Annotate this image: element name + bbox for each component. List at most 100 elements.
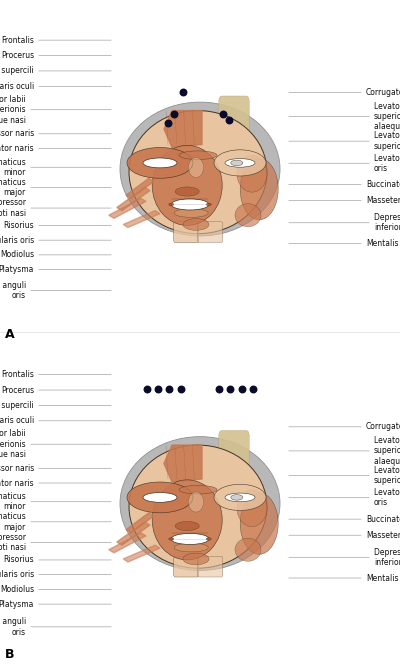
- Text: Levator labii
superionis: Levator labii superionis: [374, 132, 400, 151]
- Point: [180, 87, 186, 98]
- Ellipse shape: [127, 147, 193, 179]
- Text: Procerus: Procerus: [1, 385, 34, 395]
- Ellipse shape: [179, 151, 217, 159]
- Ellipse shape: [188, 157, 204, 177]
- Ellipse shape: [143, 158, 177, 168]
- Ellipse shape: [225, 493, 255, 502]
- FancyBboxPatch shape: [174, 557, 199, 577]
- Text: Compressor naris: Compressor naris: [0, 464, 34, 473]
- Text: Depressor supercili: Depressor supercili: [0, 66, 34, 76]
- Text: Levator anguli
oris: Levator anguli oris: [374, 154, 400, 173]
- Text: Depressor anguli
oris: Depressor anguli oris: [0, 617, 26, 636]
- Point: [178, 384, 184, 395]
- Ellipse shape: [183, 553, 209, 565]
- Text: Depressor anguli
oris: Depressor anguli oris: [0, 281, 26, 300]
- Polygon shape: [123, 211, 160, 227]
- Text: Depressor
septi nasi: Depressor septi nasi: [0, 533, 26, 552]
- Ellipse shape: [152, 145, 222, 225]
- Text: Corrugator: Corrugator: [366, 422, 400, 432]
- Ellipse shape: [231, 494, 243, 500]
- Polygon shape: [123, 545, 160, 562]
- Ellipse shape: [183, 219, 209, 230]
- Ellipse shape: [174, 209, 208, 217]
- Point: [226, 115, 232, 126]
- Text: Compressor naris: Compressor naris: [0, 129, 34, 138]
- Polygon shape: [117, 522, 150, 545]
- Text: Levator labii
superionis: Levator labii superionis: [374, 466, 400, 485]
- Text: Zygomaticus
major: Zygomaticus major: [0, 178, 26, 197]
- Ellipse shape: [237, 490, 267, 527]
- Text: Zygomaticus
minor: Zygomaticus minor: [0, 158, 26, 177]
- Text: Mentalis: Mentalis: [366, 573, 398, 583]
- Ellipse shape: [171, 199, 209, 210]
- Ellipse shape: [129, 110, 267, 233]
- Point: [220, 109, 226, 120]
- Ellipse shape: [169, 538, 174, 540]
- Text: Masseter: Masseter: [366, 196, 400, 205]
- Text: A: A: [5, 328, 14, 341]
- Text: Modiolus: Modiolus: [0, 585, 34, 594]
- Point: [171, 109, 177, 120]
- FancyBboxPatch shape: [174, 222, 199, 243]
- Polygon shape: [126, 512, 154, 533]
- Ellipse shape: [179, 486, 217, 494]
- Text: Levator labii
superionis
alaeque nasi: Levator labii superionis alaeque nasi: [374, 436, 400, 466]
- Text: Corrugator: Corrugator: [366, 88, 400, 97]
- Ellipse shape: [175, 187, 199, 196]
- Ellipse shape: [129, 445, 267, 568]
- Point: [155, 384, 161, 395]
- Text: Depressor labii
inferioris: Depressor labii inferioris: [374, 548, 400, 567]
- Text: Levator labii
superionis
alaeque nasi: Levator labii superionis alaeque nasi: [0, 429, 26, 459]
- Text: Zygomaticus
major: Zygomaticus major: [0, 512, 26, 531]
- Text: Dilator naris: Dilator naris: [0, 144, 34, 153]
- Polygon shape: [109, 198, 146, 218]
- Text: Orbicularis oculi: Orbicularis oculi: [0, 416, 34, 425]
- Text: Procerus: Procerus: [1, 51, 34, 60]
- Text: Orbicularis oculi: Orbicularis oculi: [0, 82, 34, 91]
- Text: Levator anguli
oris: Levator anguli oris: [374, 488, 400, 507]
- Point: [144, 384, 150, 395]
- Text: Risorius: Risorius: [3, 221, 34, 230]
- Ellipse shape: [237, 155, 267, 192]
- Ellipse shape: [169, 203, 174, 205]
- Ellipse shape: [235, 203, 261, 227]
- Text: Dilator naris: Dilator naris: [0, 478, 34, 488]
- Ellipse shape: [206, 203, 211, 205]
- Ellipse shape: [188, 492, 204, 512]
- Ellipse shape: [143, 492, 177, 502]
- Ellipse shape: [214, 150, 266, 176]
- FancyBboxPatch shape: [219, 96, 249, 164]
- Text: Frontalis: Frontalis: [1, 35, 34, 45]
- Ellipse shape: [171, 533, 209, 545]
- Text: Depressor labii
inferioris: Depressor labii inferioris: [374, 213, 400, 232]
- Text: Depressor supercili: Depressor supercili: [0, 401, 34, 410]
- Ellipse shape: [214, 484, 266, 510]
- Point: [166, 384, 172, 395]
- Polygon shape: [164, 445, 202, 482]
- Ellipse shape: [225, 159, 255, 167]
- Text: Buccinator: Buccinator: [366, 180, 400, 189]
- Text: Platysma: Platysma: [0, 265, 34, 274]
- Point: [250, 384, 256, 395]
- Ellipse shape: [174, 543, 208, 552]
- Ellipse shape: [175, 521, 199, 531]
- Text: Levator labii
superionis
alaeque nasi: Levator labii superionis alaeque nasi: [374, 102, 400, 131]
- Text: B: B: [5, 648, 14, 661]
- Point: [216, 384, 222, 395]
- Point: [227, 384, 233, 395]
- Ellipse shape: [120, 437, 280, 571]
- Text: Masseter: Masseter: [366, 531, 400, 540]
- Text: Levator labii
superionis
alaeque nasi: Levator labii superionis alaeque nasi: [0, 95, 26, 124]
- Ellipse shape: [231, 160, 243, 166]
- Text: Modiolus: Modiolus: [0, 250, 34, 260]
- Text: Frontalis: Frontalis: [1, 370, 34, 379]
- FancyBboxPatch shape: [219, 431, 249, 498]
- Ellipse shape: [240, 159, 278, 220]
- Text: Platysma: Platysma: [0, 599, 34, 609]
- Polygon shape: [109, 533, 146, 553]
- Polygon shape: [126, 178, 154, 198]
- Point: [239, 384, 245, 395]
- Text: Risorius: Risorius: [3, 555, 34, 565]
- FancyBboxPatch shape: [198, 222, 223, 243]
- Ellipse shape: [206, 538, 211, 540]
